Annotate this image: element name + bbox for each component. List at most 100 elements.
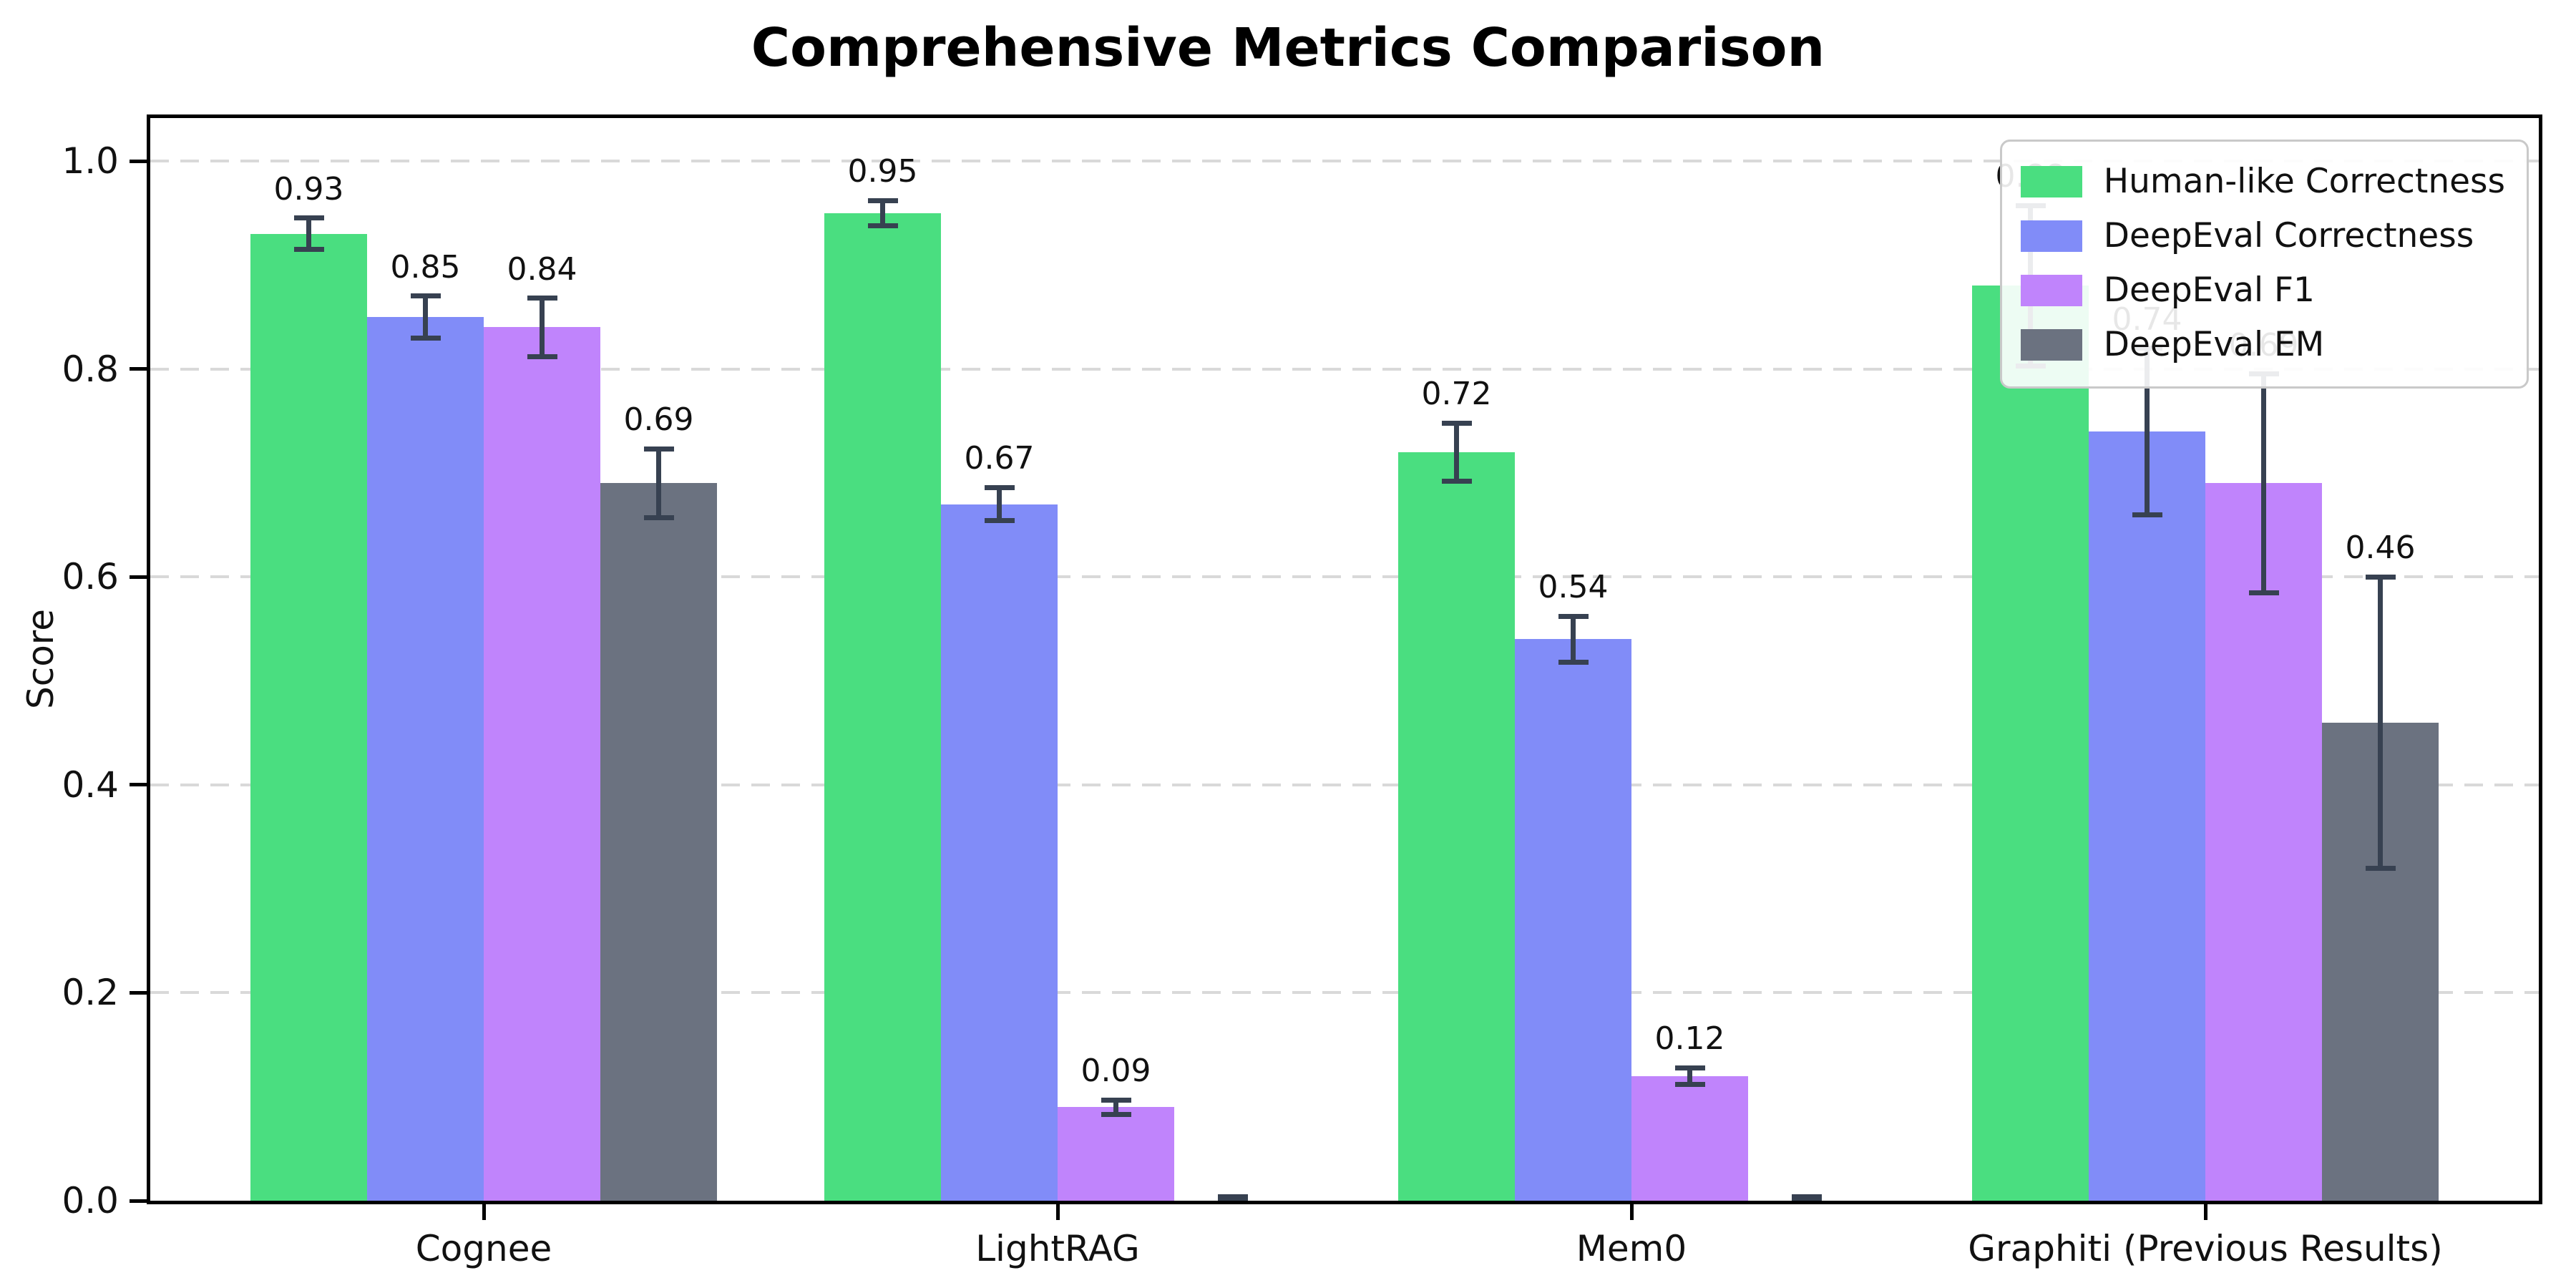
error-bar-cap-top <box>643 446 674 452</box>
y-tick-mark <box>130 990 147 995</box>
error-bar-cap-bottom <box>2248 590 2279 595</box>
legend-swatch <box>2020 166 2082 197</box>
error-bar-cap-top <box>867 197 898 203</box>
bar <box>1972 286 2089 1201</box>
bar <box>2089 431 2205 1201</box>
bar-value-label: 0.69 <box>623 401 694 439</box>
bar-value-label: 0.67 <box>964 440 1035 477</box>
error-bar-line <box>1454 423 1459 482</box>
y-tick-label: 0.4 <box>62 763 119 806</box>
x-tick-label: Cognee <box>415 1228 552 1269</box>
bar <box>367 316 484 1201</box>
bar <box>484 327 600 1201</box>
y-tick-mark <box>130 1199 147 1203</box>
error-bar-line <box>656 449 661 518</box>
error-bar-cap-top <box>1441 420 1472 426</box>
bar <box>1631 1075 1748 1201</box>
error-bar-line <box>997 487 1002 521</box>
y-tick-label: 0.2 <box>62 972 119 1014</box>
y-tick-mark <box>130 159 147 163</box>
legend: Human-like Correctness DeepEval Correctne… <box>1999 140 2529 389</box>
bar-value-label: 0.95 <box>847 153 918 190</box>
error-bar-cap-bottom <box>1441 479 1472 484</box>
y-tick-mark <box>130 367 147 371</box>
bar <box>1515 639 1631 1201</box>
y-tick-mark <box>130 575 147 579</box>
error-bar-cap-top <box>1101 1097 1131 1103</box>
error-bar-cap-bottom <box>1558 659 1589 665</box>
bar-value-label: 0.46 <box>2345 530 2416 567</box>
bar <box>824 213 941 1201</box>
bar-value-label: 0.93 <box>273 170 344 208</box>
y-tick-label: 0.8 <box>62 348 119 390</box>
error-bar-cap-bottom <box>984 518 1015 524</box>
bar-value-label: 0.72 <box>1421 376 1492 413</box>
x-tick-label: LightRAG <box>975 1228 1140 1269</box>
x-tick-mark <box>1055 1204 1060 1220</box>
bar <box>250 233 367 1201</box>
bar <box>600 483 717 1201</box>
error-bar-cap-bottom <box>2365 865 2396 871</box>
legend-label: DeepEval F1 <box>2103 270 2315 310</box>
error-bar-line <box>2145 348 2150 515</box>
error-bar-cap-bottom <box>410 335 441 341</box>
legend-swatch <box>2020 220 2082 252</box>
legend-label: Human-like Correctness <box>2103 162 2505 201</box>
error-bar-cap-top <box>293 215 324 221</box>
gridline <box>150 783 2539 786</box>
bar <box>1058 1107 1174 1201</box>
bar <box>1398 452 1515 1201</box>
x-tick-mark <box>2203 1204 2207 1220</box>
legend-item: DeepEval EM <box>2020 323 2505 366</box>
error-bar-cap-top <box>1674 1065 1705 1070</box>
error-bar-line <box>1113 1100 1118 1115</box>
chart-title: Comprehensive Metrics Comparison <box>751 17 1825 79</box>
gridline <box>150 367 2539 371</box>
bar <box>941 504 1058 1201</box>
error-bar-cap-bottom <box>527 353 557 359</box>
legend-label: DeepEval EM <box>2103 325 2325 364</box>
y-tick-label: 0.0 <box>62 1180 119 1221</box>
error-bar-cap-bottom <box>293 247 324 253</box>
error-bar-line <box>306 218 311 250</box>
legend-swatch <box>2020 329 2082 361</box>
x-tick-label: Graphiti (Previous Results) <box>1968 1228 2443 1269</box>
legend-label: DeepEval Correctness <box>2103 216 2474 255</box>
error-bar-line <box>423 296 428 338</box>
x-tick-mark <box>1629 1204 1634 1220</box>
x-tick-label: Mem0 <box>1576 1228 1687 1269</box>
error-bar-line <box>1571 616 1576 663</box>
error-bar-cap-bottom <box>1791 1196 1822 1201</box>
error-bar-line <box>2378 577 2383 869</box>
error-bar-line <box>1687 1068 1692 1085</box>
legend-item: Human-like Correctness <box>2020 160 2505 203</box>
error-bar-line <box>880 200 885 226</box>
error-bar-cap-bottom <box>1101 1111 1131 1117</box>
error-bar-cap-top <box>1558 613 1589 619</box>
legend-item: DeepEval Correctness <box>2020 215 2505 258</box>
error-bar-cap-bottom <box>643 514 674 520</box>
y-tick-mark <box>130 783 147 787</box>
bar-value-label: 0.84 <box>507 250 577 288</box>
error-bar-cap-top <box>2365 574 2396 580</box>
bar-value-label: 0.09 <box>1080 1053 1151 1090</box>
gridline <box>150 991 2539 995</box>
legend-item: DeepEval F1 <box>2020 269 2505 312</box>
gridline <box>150 575 2539 579</box>
error-bar-cap-top <box>984 484 1015 490</box>
error-bar-cap-bottom <box>1674 1081 1705 1087</box>
error-bar-cap-bottom <box>867 223 898 228</box>
error-bar-cap-bottom <box>2132 512 2162 517</box>
error-bar-cap-top <box>527 296 557 301</box>
y-tick-label: 1.0 <box>62 140 119 182</box>
error-bar-line <box>540 298 545 357</box>
x-tick-mark <box>482 1204 486 1220</box>
error-bar-cap-bottom <box>1217 1196 1248 1201</box>
y-tick-label: 0.6 <box>62 556 119 598</box>
bar <box>2205 483 2322 1201</box>
bar-value-label: 0.12 <box>1654 1020 1725 1058</box>
error-bar-cap-top <box>410 293 441 299</box>
bar-value-label: 0.54 <box>1538 569 1609 606</box>
bar-value-label: 0.85 <box>390 248 461 286</box>
